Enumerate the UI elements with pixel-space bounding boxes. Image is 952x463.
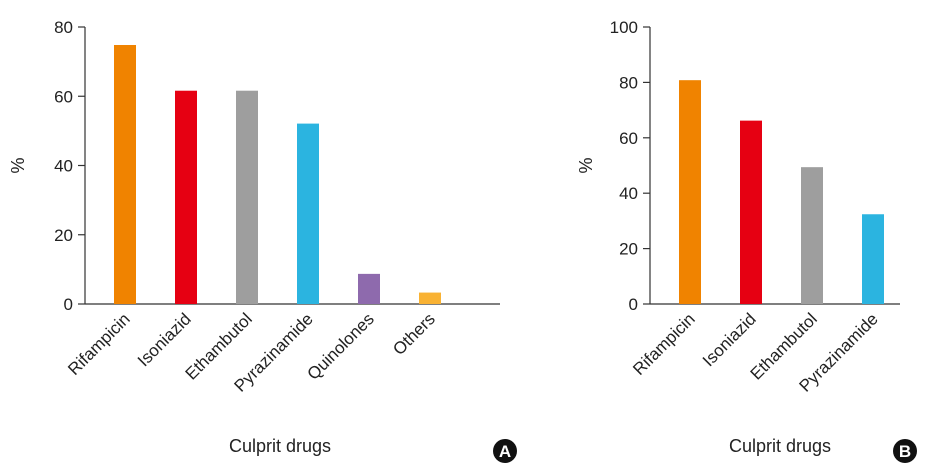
- panel-a-y-tick-label: 40: [54, 157, 73, 176]
- panel-a-bar-ethambutol: [236, 90, 258, 305]
- panel-b-y-tick-label: 40: [619, 184, 638, 203]
- panel-b-y-tick-label: 60: [619, 129, 638, 148]
- panel-b-category-label: Isoniazid: [699, 309, 760, 370]
- panel-b-y-tick-label: 80: [619, 73, 638, 92]
- panel-a-bar-pyrazinamide: [297, 123, 319, 304]
- panel-a-panel-letter: A: [499, 442, 511, 461]
- panel-b-y-tick-label: 0: [629, 295, 638, 314]
- panel-a-y-tick-label: 20: [54, 226, 73, 245]
- panel-b-bar-rifampicin: [679, 80, 701, 305]
- panel-b-panel-badge: [893, 439, 917, 463]
- panel-b-y-tick-label: 20: [619, 240, 638, 259]
- panel-a-y-axis-title: %: [8, 157, 28, 173]
- panel-b-y-tick-label: 100: [610, 18, 638, 37]
- panel-a-category-label: Isoniazid: [134, 309, 195, 370]
- panel-a-category-label: Others: [389, 309, 439, 359]
- panel-b-bar-pyrazinamide: [862, 214, 884, 304]
- panel-b-panel-letter: B: [899, 442, 911, 461]
- panel-a-panel-badge: [493, 439, 517, 463]
- panel-a-y-tick-label: 80: [54, 18, 73, 37]
- panel-a-bar-others: [419, 292, 441, 304]
- panel-a-x-axis-title: Culprit drugs: [229, 436, 331, 456]
- panel-a-category-label: Rifampicin: [64, 309, 134, 379]
- panel-b-x-axis-title: Culprit drugs: [729, 436, 831, 456]
- panel-a-bar-isoniazid: [175, 90, 197, 305]
- panel-a-y-tick-label: 60: [54, 87, 73, 106]
- panel-a-bar-rifampicin: [114, 45, 136, 304]
- panel-b-category-label: Rifampicin: [629, 309, 699, 379]
- panel-b-bar-isoniazid: [740, 120, 762, 304]
- panel-b-y-axis-title: %: [576, 157, 596, 173]
- panel-b-bar-ethambutol: [801, 167, 823, 304]
- panel-a-category-label: Quinolones: [304, 309, 378, 383]
- panel-a-bar-quinolones: [358, 273, 380, 304]
- panel-a-y-tick-label: 0: [64, 295, 73, 314]
